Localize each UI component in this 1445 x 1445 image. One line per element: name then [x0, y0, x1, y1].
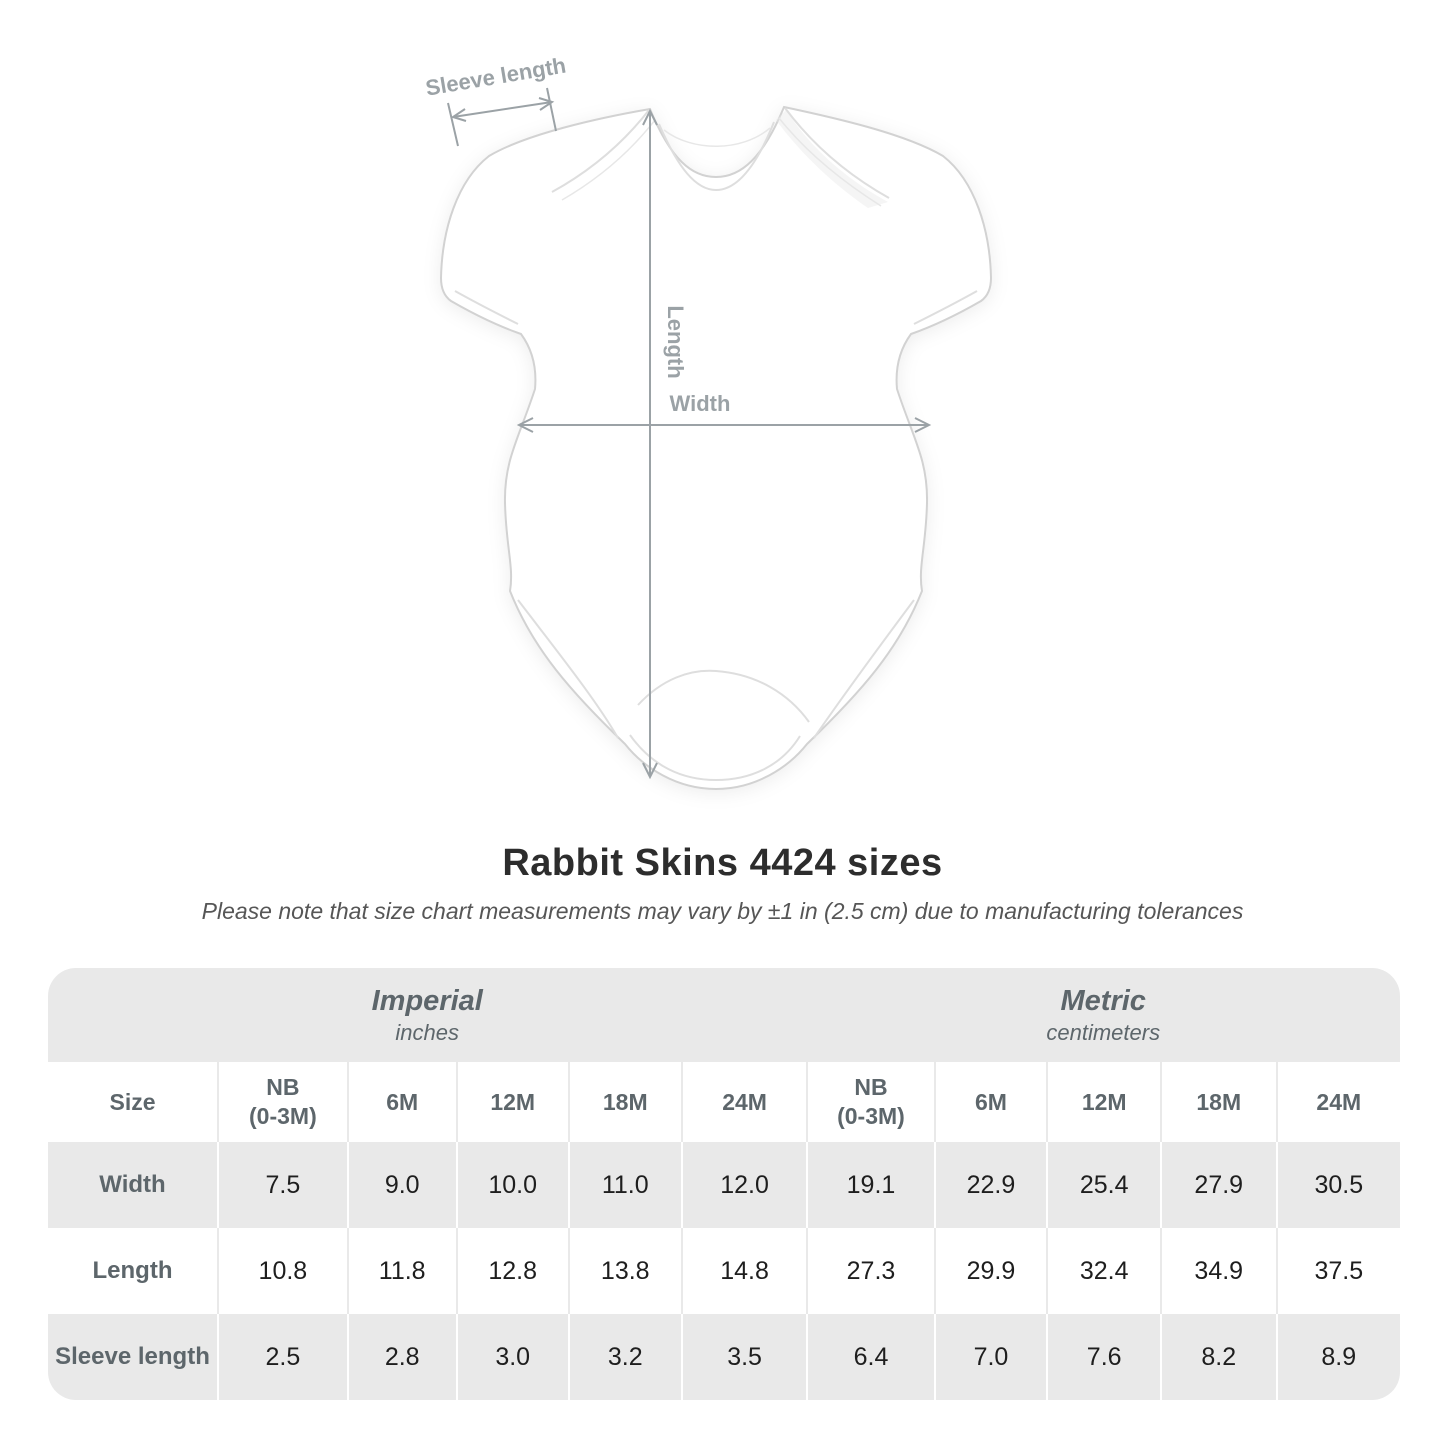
cell: 22.9 [933, 1142, 1047, 1228]
row-label: Length [48, 1228, 217, 1314]
page-title: Rabbit Skins 4424 sizes [502, 842, 943, 884]
cell: 8.9 [1275, 1314, 1400, 1400]
sleeve-length-arrow [447, 87, 557, 147]
tolerance-note: Please note that size chart measurements… [201, 898, 1244, 924]
length-arrow [642, 108, 658, 780]
cell: 11.0 [567, 1142, 681, 1228]
col-header: 24M [1275, 1062, 1400, 1142]
metric-header: Metric centimeters [806, 968, 1400, 1062]
imperial-header: Imperial inches [48, 968, 807, 1062]
cell: 12.0 [680, 1142, 807, 1228]
right-leg-binding [813, 599, 915, 739]
imperial-sublabel: inches [395, 1019, 460, 1045]
cell: 7.0 [933, 1314, 1047, 1400]
cell: 25.4 [1046, 1142, 1160, 1228]
cell: 3.5 [680, 1314, 807, 1400]
flap-shadow [776, 110, 888, 208]
col-header: 24M [680, 1062, 807, 1142]
cell: 2.5 [217, 1314, 347, 1400]
unit-header-row: Imperial inches Metric centimeters [48, 968, 1400, 1062]
cell: 13.8 [567, 1228, 681, 1314]
width-label: Width [670, 391, 731, 416]
left-flap-edge-inner [561, 119, 656, 201]
length-label: Length [663, 305, 688, 378]
cell: 6.4 [806, 1314, 934, 1400]
col-header: 18M [567, 1062, 681, 1142]
col-header: NB (0-3M) [806, 1062, 934, 1142]
cell: 7.5 [217, 1142, 347, 1228]
cell: 29.9 [933, 1228, 1047, 1314]
back-neck-line [663, 127, 771, 147]
bodysuit-outline [439, 105, 993, 791]
cell: 37.5 [1275, 1228, 1400, 1314]
bodysuit-diagram: Length Width Sleeve length [424, 53, 993, 791]
cell: 11.8 [346, 1228, 456, 1314]
neckline-inner [658, 121, 775, 192]
col-header: 6M [933, 1062, 1047, 1142]
right-flap-edge-inner [778, 117, 882, 207]
cell: 3.2 [567, 1314, 681, 1400]
table-row-sleeve-length: Sleeve length 2.5 2.8 3.0 3.2 3.5 6.4 7.… [48, 1314, 1400, 1400]
left-flap-edge [551, 109, 650, 193]
left-leg-binding [517, 599, 619, 739]
flap-top-edge [637, 669, 810, 723]
cell: 19.1 [806, 1142, 934, 1228]
cell: 7.6 [1046, 1314, 1160, 1400]
size-header-cell: Size [48, 1062, 217, 1142]
col-header: 18M [1159, 1062, 1276, 1142]
right-flap-edge [784, 107, 890, 199]
cell: 10.8 [217, 1228, 347, 1314]
row-label: Sleeve length [48, 1314, 217, 1400]
cell: 27.9 [1159, 1142, 1276, 1228]
metric-sublabel: centimeters [1046, 1019, 1161, 1045]
left-sleeve-hem [454, 290, 519, 325]
row-label: Width [48, 1142, 217, 1228]
size-header-row: Size NB (0-3M) 6M 12M 18M 24M NB (0-3M) … [48, 1062, 1400, 1142]
table-row-length: Length 10.8 11.8 12.8 13.8 14.8 27.3 29.… [48, 1228, 1400, 1314]
col-header: NB (0-3M) [217, 1062, 347, 1142]
width-arrow [516, 417, 932, 433]
col-header: 12M [1046, 1062, 1160, 1142]
cell: 9.0 [346, 1142, 456, 1228]
cell: 3.0 [455, 1314, 568, 1400]
cell: 34.9 [1159, 1228, 1276, 1314]
cell: 14.8 [680, 1228, 807, 1314]
cell: 8.2 [1159, 1314, 1276, 1400]
imperial-label: Imperial [371, 984, 483, 1017]
right-sleeve-hem [913, 290, 978, 325]
cell: 30.5 [1275, 1142, 1400, 1228]
flap-bottom-binding [629, 734, 801, 782]
cell: 12.8 [455, 1228, 568, 1314]
cell: 2.8 [346, 1314, 456, 1400]
cell: 32.4 [1046, 1228, 1160, 1314]
col-header: 12M [455, 1062, 568, 1142]
cell: 10.0 [455, 1142, 568, 1228]
table-row-width: Width 7.5 9.0 10.0 11.0 12.0 19.1 22.9 2… [48, 1142, 1400, 1228]
sleeve-length-label: Sleeve length [424, 53, 568, 101]
metric-label: Metric [1060, 984, 1146, 1017]
col-header: 6M [346, 1062, 456, 1142]
cell: 27.3 [806, 1228, 934, 1314]
size-table: Imperial inches Metric centimeters Size … [48, 968, 1400, 1400]
